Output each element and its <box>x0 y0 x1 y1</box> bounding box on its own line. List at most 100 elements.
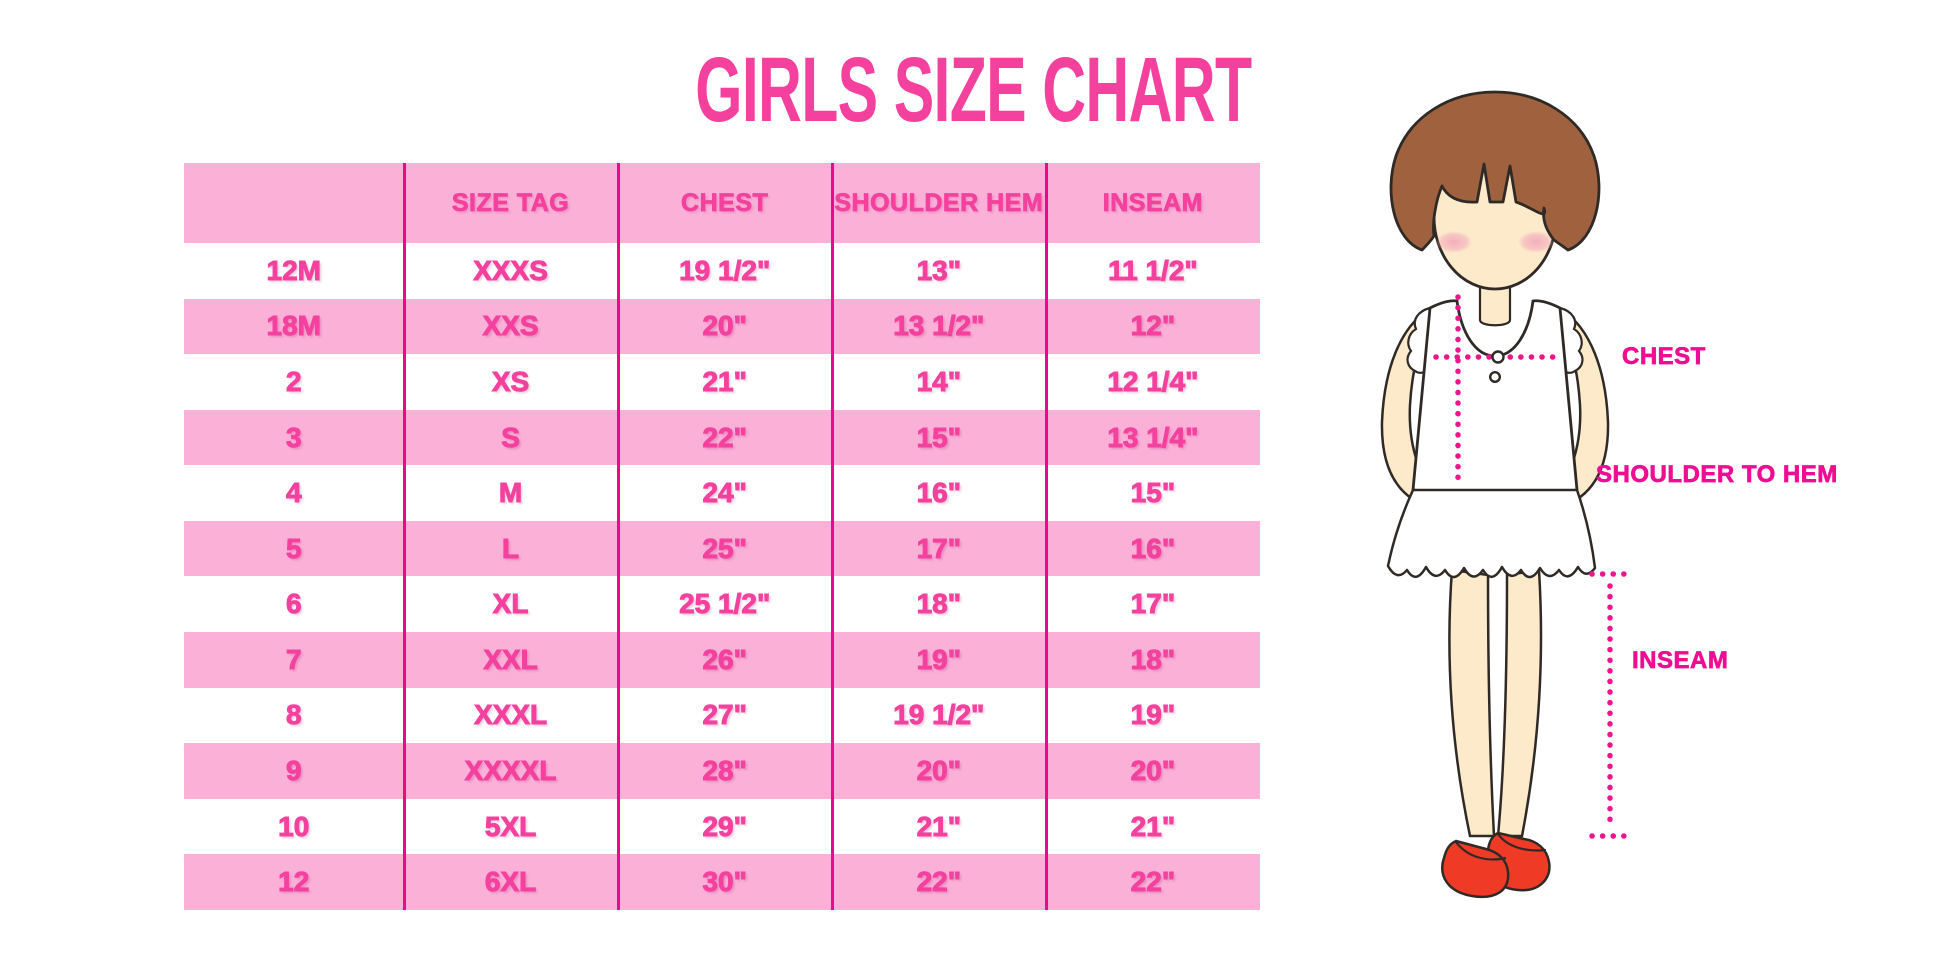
row-value-cell: 5XL <box>484 810 537 842</box>
girl-measurement-illustration <box>1380 90 1632 899</box>
column-separator <box>617 163 620 910</box>
row-value-cell: 30" <box>702 866 747 898</box>
row-value-cell: 16" <box>916 477 961 509</box>
row-value-cell: 12" <box>1130 310 1176 342</box>
row-value-cell: 15" <box>1130 477 1176 509</box>
row-value-cell: 18" <box>1130 643 1176 675</box>
girl-right-blush <box>1518 231 1554 253</box>
row-value-cell: 18" <box>916 588 961 620</box>
table-row: 10 5XL 29" 21" 21" <box>184 798 1260 855</box>
row-size-cell: 18M <box>266 310 321 342</box>
column-separator <box>403 163 406 910</box>
row-value-cell: XXXXL <box>464 754 557 786</box>
row-value-cell: 19" <box>1130 699 1176 731</box>
row-value-cell: XXS <box>482 310 539 342</box>
girl-top <box>1411 299 1579 496</box>
row-value-cell: 11 1/2" <box>1108 254 1199 286</box>
girl-right-leg <box>1496 568 1543 838</box>
girl-left-shoe-strap <box>1455 841 1507 861</box>
header-cell-shoulder-hem: SHOULDER HEM <box>834 188 1044 217</box>
girl-right-shoe-strap <box>1497 833 1547 852</box>
row-value-cell: 20" <box>916 754 961 786</box>
row-size-cell: 12 <box>278 866 310 898</box>
table-header-row: SIZE TAG CHEST SHOULDER HEM INSEAM <box>184 163 1260 243</box>
row-value-cell: 20" <box>1130 754 1176 786</box>
girl-hair <box>1389 90 1601 252</box>
row-size-cell: 3 <box>285 421 302 453</box>
girl-left-leg <box>1448 568 1496 838</box>
row-value-cell: 13 1/2" <box>893 310 985 342</box>
table-row: 18M XXS 20" 13 1/2" 12" <box>184 298 1260 355</box>
chest-label: CHEST <box>1622 343 1706 371</box>
table-row: 5 L 25" 17" 16" <box>184 520 1260 577</box>
row-value-cell: 22" <box>702 421 747 453</box>
row-value-cell: 27" <box>702 699 747 731</box>
row-value-cell: L <box>501 532 520 564</box>
row-value-cell: 13 1/4" <box>1107 421 1199 453</box>
row-value-cell: 6XL <box>484 866 537 898</box>
row-value-cell: 21" <box>916 810 961 842</box>
table-row: 7 XXL 26" 19" 18" <box>184 632 1260 688</box>
column-separator <box>831 163 834 910</box>
row-value-cell: M <box>498 477 523 509</box>
row-value-cell: XXL <box>483 643 538 675</box>
girl-top-button-2 <box>1488 371 1501 384</box>
row-value-cell: XXXS <box>473 254 549 286</box>
row-value-cell: 21" <box>1130 810 1176 842</box>
size-chart-table: SIZE TAG CHEST SHOULDER HEM INSEAM 12M XX… <box>184 163 1260 910</box>
row-value-cell: 22" <box>1130 866 1176 898</box>
row-value-cell: 17" <box>916 532 961 564</box>
row-size-cell: 8 <box>285 699 302 731</box>
row-value-cell: 25" <box>702 532 747 564</box>
row-size-cell: 9 <box>285 754 302 786</box>
row-size-cell: 7 <box>285 643 302 675</box>
table-row: 6 XL 25 1/2" 18" 17" <box>184 576 1260 633</box>
row-value-cell: 25 1/2" <box>679 588 771 620</box>
row-size-cell: 6 <box>285 588 302 620</box>
row-value-cell: 24" <box>702 477 747 509</box>
girl-top-button-1 <box>1491 350 1505 364</box>
header-cell-chest: CHEST <box>681 188 769 217</box>
row-value-cell: S <box>501 421 521 453</box>
row-value-cell: 12 1/4" <box>1107 365 1199 397</box>
row-value-cell: 15" <box>916 421 961 453</box>
header-cell-size-tag: SIZE TAG <box>451 188 570 217</box>
girl-skirt <box>1386 488 1597 579</box>
column-separator <box>1045 163 1048 910</box>
page-title: GIRLS SIZE CHART <box>0 44 1946 136</box>
row-value-cell: 28" <box>702 754 747 786</box>
table-row: 12M XXXS 19 1/2" 13" 11 1/2" <box>184 243 1260 299</box>
row-value-cell: XXXL <box>473 699 548 731</box>
row-size-cell: 10 <box>278 810 310 842</box>
page-title-text: GIRLS SIZE CHART <box>694 39 1252 141</box>
girl-left-shoe <box>1441 839 1510 899</box>
row-value-cell: 14" <box>916 365 961 397</box>
header-cell-inseam: INSEAM <box>1102 188 1203 217</box>
row-size-cell: 2 <box>285 365 302 397</box>
row-value-cell: 17" <box>1130 588 1176 620</box>
inseam-label: INSEAM <box>1632 647 1729 675</box>
table-row: 9 XXXXL 28" 20" 20" <box>184 743 1260 799</box>
row-value-cell: 13" <box>916 254 961 286</box>
row-value-cell: 19 1/2" <box>893 699 985 731</box>
row-value-cell: 19 1/2" <box>679 254 771 286</box>
row-value-cell: XL <box>492 588 529 620</box>
header-cell-empty <box>184 163 404 243</box>
row-value-cell: 16" <box>1130 532 1176 564</box>
row-value-cell: 21" <box>702 365 747 397</box>
row-value-cell: 20" <box>702 310 747 342</box>
row-value-cell: 29" <box>702 810 747 842</box>
row-value-cell: 19" <box>916 643 961 675</box>
table-row: 4 M 24" 16" 15" <box>184 465 1260 521</box>
row-value-cell: XS <box>491 365 530 397</box>
shoulder-to-hem-label: SHOULDER TO HEM <box>1596 461 1838 489</box>
table-row: 8 XXXL 27" 19 1/2" 19" <box>184 687 1260 744</box>
row-size-cell: 5 <box>285 532 302 564</box>
table-row: 3 S 22" 15" 13 1/4" <box>184 409 1260 466</box>
table-row: 12 6XL 30" 22" 22" <box>184 854 1260 910</box>
girl-left-blush <box>1436 231 1472 253</box>
row-size-cell: 12M <box>266 254 321 286</box>
table-row: 2 XS 21" 14" 12 1/4" <box>184 354 1260 410</box>
row-value-cell: 26" <box>702 643 747 675</box>
row-value-cell: 22" <box>916 866 961 898</box>
